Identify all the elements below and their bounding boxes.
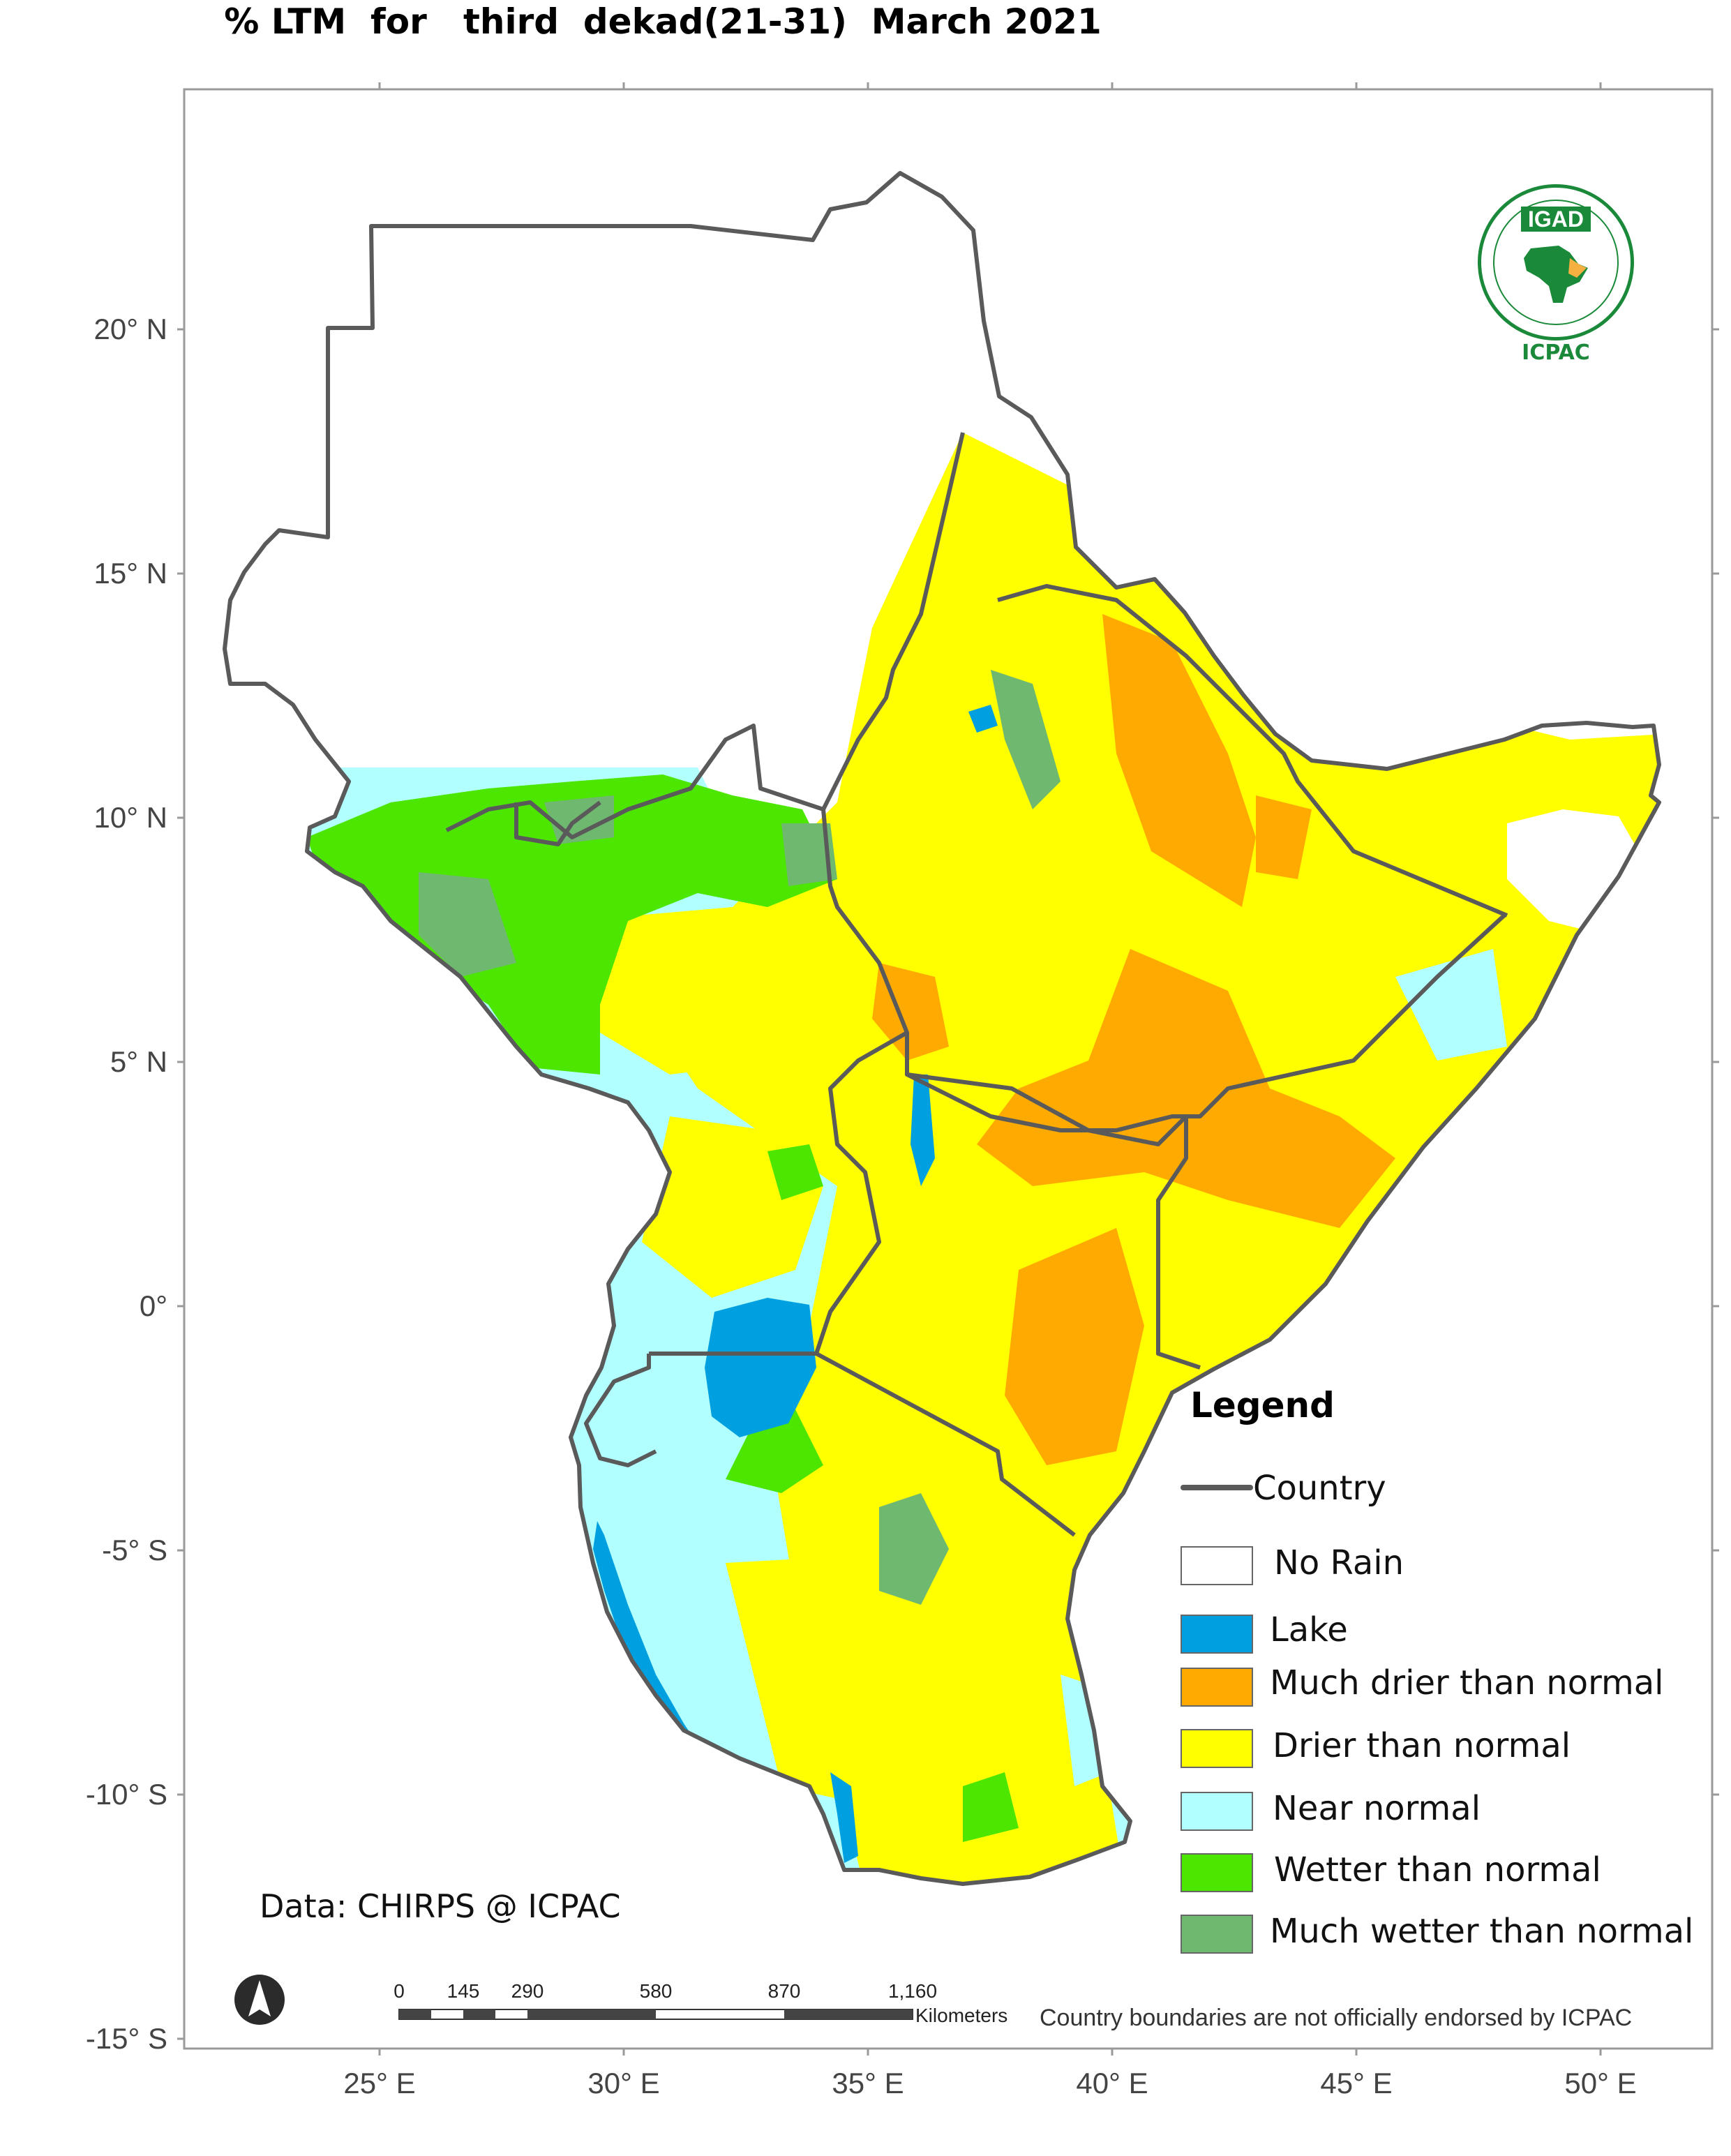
legend-label-drier: Drier than normal — [1273, 1726, 1571, 1765]
scale-tick-580: 580 — [639, 1980, 673, 2002]
lake-victoria — [705, 1298, 816, 1437]
north-arrow-icon — [234, 1975, 285, 2025]
lon-label-35e: 35° E — [832, 2067, 904, 2099]
wetter-than-normal-area — [963, 1772, 1019, 1842]
near-normal-area — [1395, 949, 1507, 1061]
legend-swatch-drier — [1181, 1729, 1253, 1768]
graticule-ticks — [177, 82, 1719, 2056]
legend-swatch-lake — [1181, 1615, 1253, 1654]
lon-label-30e: 30° E — [587, 2067, 660, 2099]
lat-label-15n: 15° N — [93, 557, 167, 590]
legend-swatch-much-drier — [1181, 1668, 1253, 1707]
legend-label-no-rain: No Rain — [1274, 1543, 1404, 1582]
kenya-tanzania-border — [815, 1352, 1076, 1537]
lon-label-50e: 50° E — [1564, 2067, 1637, 2099]
lon-label-25e: 25° E — [343, 2067, 416, 2099]
much-drier-area — [1005, 1228, 1144, 1465]
igad-icpac-logo: IGAD ICPAC — [1478, 184, 1634, 371]
logo-igad-text: IGAD — [1478, 207, 1634, 232]
much-drier-area — [1256, 795, 1312, 879]
legend-label-wetter: Wetter than normal — [1274, 1850, 1601, 1889]
country-boundaries — [225, 173, 1659, 1884]
much-wetter-area — [781, 823, 837, 886]
lake-turkana — [911, 1075, 935, 1186]
legend-label-much-drier: Much drier than normal — [1270, 1663, 1664, 1702]
legend-label-much-wetter: Much wetter than normal — [1270, 1912, 1694, 1951]
scale-tick-145: 145 — [447, 1980, 480, 2002]
rainfall-anomaly-layer — [225, 174, 1659, 1884]
data-credit: Data: CHIRPS @ ICPAC — [260, 1887, 621, 1925]
map-frame — [183, 88, 1714, 2050]
much-drier-area — [977, 949, 1395, 1228]
legend-title: Legend — [1190, 1385, 1335, 1425]
much-wetter-area — [991, 670, 1061, 809]
boundary-disclaimer: Country boundaries are not officially en… — [1040, 2005, 1633, 2031]
scale-tick-1160: 1,160 — [887, 1980, 938, 2002]
wetter-than-normal-area — [767, 1144, 823, 1200]
lake-tanganyika — [593, 1521, 698, 1758]
scale-tick-0: 0 — [394, 1980, 405, 2002]
legend-swatch-much-wetter — [1181, 1915, 1253, 1954]
scale-unit: Kilometers — [915, 2005, 1008, 2026]
map-title: % LTM for third dekad(21-31) March 2021 — [224, 1, 1102, 42]
legend-country-label: Country — [1253, 1469, 1386, 1508]
scale-bar — [398, 2009, 913, 2020]
much-wetter-area — [419, 872, 516, 977]
south-sudan-ethiopia-border — [445, 724, 1506, 1132]
lat-label-0: 0° — [139, 1289, 167, 1322]
africa-map-icon — [1524, 246, 1588, 303]
ethiopia-eritrea-border — [997, 584, 1508, 918]
kenya-somalia-border — [906, 1072, 1201, 1370]
drier-than-normal-area — [726, 1549, 991, 1814]
lat-label-10s: -10° S — [85, 1778, 167, 1811]
logo-icpac-text: ICPAC — [1522, 340, 1590, 365]
scale-tick-870: 870 — [767, 1980, 801, 2002]
logo-igad-label: IGAD — [1521, 207, 1591, 232]
logo-ring — [1478, 184, 1634, 340]
rwanda-burundi-border — [584, 1354, 657, 1467]
scale-tick-290: 290 — [511, 1980, 544, 2002]
lat-label-15s: -15° S — [85, 2022, 167, 2055]
lake-tana — [968, 705, 998, 733]
much-drier-area — [872, 963, 949, 1061]
legend-label-lake: Lake — [1270, 1610, 1348, 1649]
drier-than-normal-area — [572, 907, 809, 1075]
legend-swatch-near-normal — [1181, 1792, 1253, 1831]
uganda-border — [649, 1031, 908, 1356]
legend-swatch-no-rain — [1181, 1546, 1253, 1585]
logo-inner-ring — [1493, 200, 1619, 325]
lon-label-45e: 45° E — [1320, 2067, 1393, 2099]
legend-swatch-wetter — [1181, 1853, 1253, 1892]
lat-label-5n: 5° N — [110, 1045, 167, 1078]
legend-label-near-normal: Near normal — [1273, 1789, 1481, 1828]
sudan-eritrea-border — [821, 432, 965, 811]
lat-label-20n: 20° N — [93, 313, 167, 345]
much-wetter-area — [879, 1493, 949, 1605]
lon-label-40e: 40° E — [1076, 2067, 1148, 2099]
lake-malawi — [830, 1772, 858, 1863]
country-line-swatch — [1181, 1485, 1253, 1490]
much-drier-area — [1102, 614, 1256, 907]
lat-label-5s: -5° S — [102, 1534, 167, 1566]
sudan-south-sudan-border — [514, 800, 601, 846]
wetter-than-normal-area — [307, 774, 837, 1075]
lat-label-10n: 10° N — [93, 801, 167, 834]
